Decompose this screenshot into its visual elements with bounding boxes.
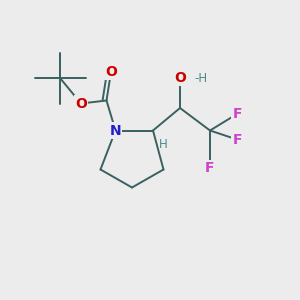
Text: H: H	[158, 138, 167, 151]
Text: O: O	[105, 65, 117, 79]
Text: F: F	[232, 133, 242, 146]
Text: F: F	[205, 161, 215, 175]
Text: F: F	[232, 107, 242, 121]
Text: O: O	[174, 71, 186, 85]
Text: O: O	[75, 97, 87, 110]
Text: N: N	[110, 124, 121, 137]
Text: -H: -H	[194, 71, 208, 85]
